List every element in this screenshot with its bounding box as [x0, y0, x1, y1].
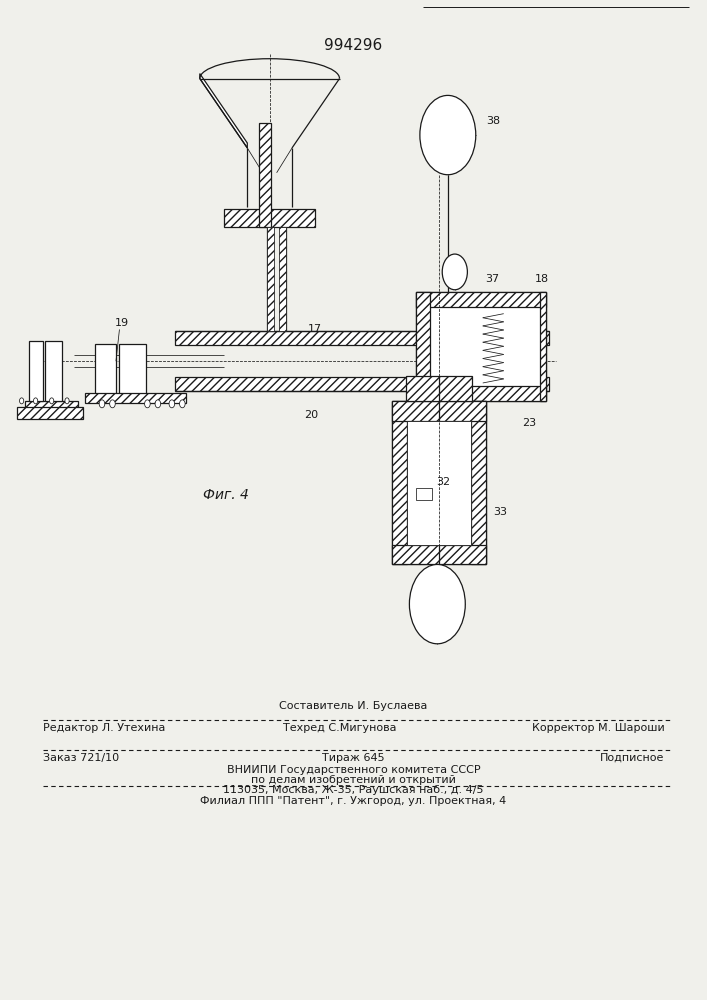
Circle shape	[180, 400, 185, 408]
Text: Редактор Л. Утехина: Редактор Л. Утехина	[42, 723, 165, 733]
Bar	[95, 344, 116, 394]
Bar	[392, 401, 486, 421]
Text: Фиг. 4: Фиг. 4	[204, 488, 249, 502]
Circle shape	[169, 400, 175, 408]
Bar	[175, 377, 549, 391]
Bar	[471, 401, 486, 564]
Bar	[175, 331, 549, 345]
Text: 38: 38	[486, 116, 501, 126]
Bar	[416, 292, 546, 401]
Circle shape	[420, 95, 476, 175]
Text: 37: 37	[485, 274, 499, 284]
Text: 18: 18	[535, 274, 549, 284]
Text: 23: 23	[522, 418, 537, 428]
Bar	[540, 292, 546, 401]
Text: Техред С.Мигунова: Техред С.Мигунова	[283, 723, 397, 733]
Bar	[416, 292, 546, 307]
Text: Подписное: Подписное	[600, 753, 665, 763]
Bar	[119, 344, 146, 394]
Text: Заказ 721/10: Заказ 721/10	[42, 753, 119, 763]
Bar	[392, 401, 407, 564]
Bar	[416, 292, 431, 401]
Polygon shape	[200, 74, 247, 148]
Circle shape	[99, 400, 105, 408]
Bar	[267, 227, 274, 331]
Text: Корректор М. Шароши: Корректор М. Шароши	[532, 723, 665, 733]
Circle shape	[409, 564, 465, 644]
Bar	[392, 401, 486, 564]
Bar	[392, 545, 486, 564]
Bar	[416, 488, 432, 500]
Text: 33: 33	[493, 507, 507, 517]
Text: 32: 32	[436, 477, 450, 487]
Text: 19: 19	[115, 318, 129, 328]
Text: 994296: 994296	[325, 38, 382, 53]
Text: 20: 20	[305, 410, 319, 420]
Text: Филиал ППП "Патент", г. Ужгород, ул. Проектная, 4: Филиал ППП "Патент", г. Ужгород, ул. Про…	[200, 796, 507, 806]
Text: ВНИИПИ Государственного комитета СССР: ВНИИПИ Государственного комитета СССР	[227, 765, 480, 775]
Bar	[45, 341, 62, 401]
Circle shape	[49, 398, 54, 404]
Bar	[407, 421, 471, 545]
Bar	[85, 393, 186, 403]
Bar	[28, 341, 42, 401]
Text: по делам изобретений и открытий: по делам изобретений и открытий	[251, 775, 456, 785]
Text: Тираж 645: Тираж 645	[322, 753, 385, 763]
Circle shape	[155, 400, 160, 408]
Text: Составитель И. Буслаева: Составитель И. Буслаева	[279, 701, 428, 711]
Circle shape	[443, 254, 467, 290]
Circle shape	[33, 398, 37, 404]
Circle shape	[20, 398, 24, 404]
Circle shape	[145, 400, 150, 408]
Bar	[259, 123, 271, 227]
Bar	[279, 227, 286, 331]
Circle shape	[65, 398, 69, 404]
Text: 113035, Москва, Ж-35, Раушская наб., д. 4/5: 113035, Москва, Ж-35, Раушская наб., д. …	[223, 785, 484, 795]
Bar	[17, 407, 83, 419]
Text: 17: 17	[308, 324, 322, 334]
Bar	[416, 386, 546, 401]
Bar	[25, 401, 78, 411]
Bar	[406, 376, 472, 401]
Bar	[409, 485, 469, 525]
Circle shape	[110, 400, 115, 408]
Bar	[224, 209, 315, 227]
